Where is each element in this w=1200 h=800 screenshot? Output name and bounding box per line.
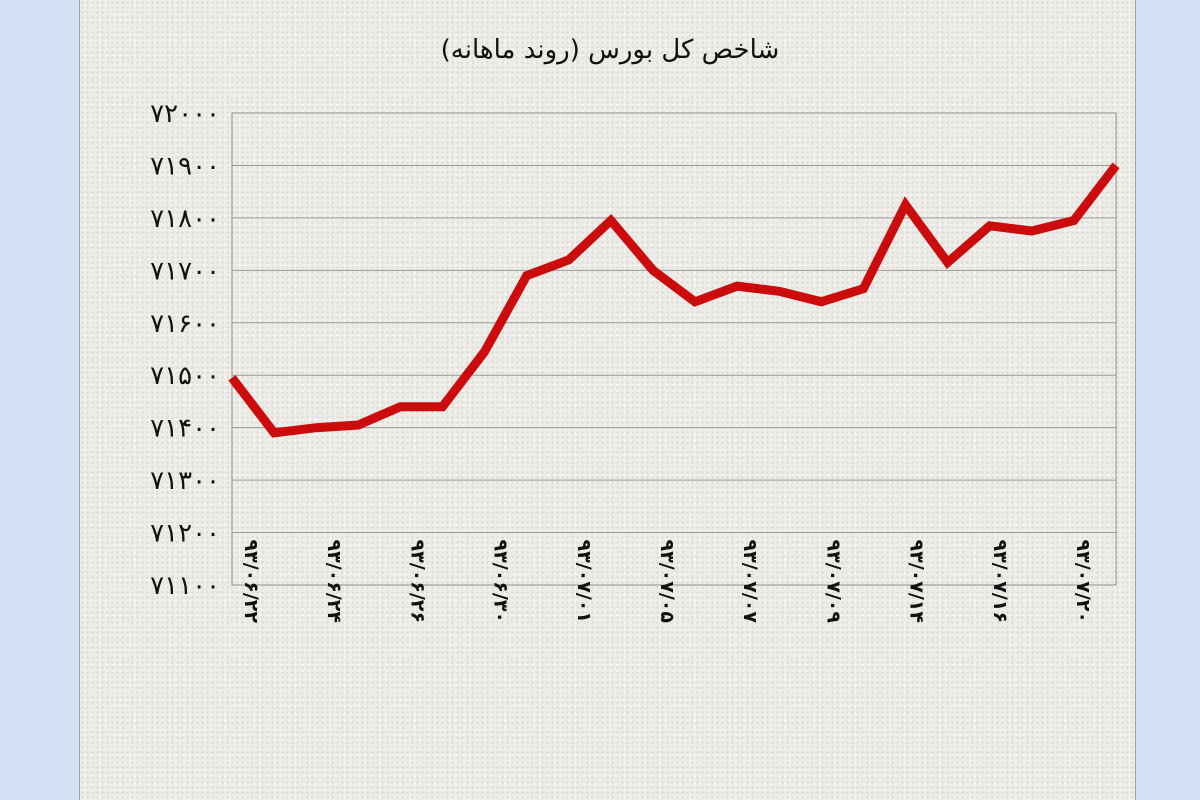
x-tick-label: ۹۳/۰۷/۱۴ — [906, 540, 928, 623]
y-tick-label: ۷۲۰۰۰ — [150, 99, 220, 129]
x-tick-label: ۹۳/۰۷/۰۱ — [573, 540, 595, 623]
x-tick-label: ۹۳/۰۶/۲۴ — [323, 540, 345, 623]
y-tick-label: ۷۱۶۰۰ — [150, 309, 220, 339]
y-tick-label: ۷۱۵۰۰ — [150, 361, 220, 391]
x-tick-label: ۹۳/۰۷/۰۵ — [656, 540, 678, 624]
x-tick-label: ۹۳/۰۶/۲۶ — [406, 540, 428, 623]
x-tick-label: ۹۳/۰۷/۱۶ — [989, 540, 1011, 623]
x-tick-label: ۹۳/۰۷/۰۷ — [739, 540, 761, 624]
x-axis-labels: ۹۳/۰۶/۲۲ ۹۳/۰۶/۲۴ ۹۳/۰۶/۲۶ ۹۳/۰۶/۳۰ ۹۳/۰۷/۰۱… — [240, 540, 1094, 624]
y-tick-label: ۷۱۱۰۰ — [150, 571, 220, 601]
y-tick-label: ۷۱۳۰۰ — [150, 466, 220, 496]
chart-background: شاخص کل بورس (روند ماهانه) ۷۲۰۰۰ ۷۱۹۰۰ ۷۱۸… — [79, 0, 1136, 800]
series-group — [228, 162, 1120, 438]
x-tick-label: ۹۳/۰۷/۲۰ — [1072, 540, 1094, 623]
line-chart: شاخص کل بورس (روند ماهانه) ۷۲۰۰۰ ۷۱۹۰۰ ۷۱۸… — [150, 35, 1120, 624]
y-tick-label: ۷۱۴۰۰ — [150, 414, 220, 444]
y-tick-label: ۷۱۲۰۰ — [150, 519, 220, 549]
x-tick-label: ۹۳/۰۷/۰۹ — [822, 540, 844, 624]
y-tick-label: ۷۱۷۰۰ — [150, 256, 220, 286]
y-tick-label: ۷۱۹۰۰ — [150, 151, 220, 181]
series-line — [228, 162, 1120, 438]
x-tick-label: ۹۳/۰۶/۳۰ — [490, 540, 512, 623]
plot-area-border — [231, 112, 1117, 586]
y-axis-labels: ۷۲۰۰۰ ۷۱۹۰۰ ۷۱۸۰۰ ۷۱۷۰۰ ۷۱۶۰۰ ۷۱۵۰۰ ۷۱۴۰۰ ۷۱۳۰۰… — [150, 99, 220, 601]
y-tick-label: ۷۱۸۰۰ — [150, 204, 220, 234]
x-tick-label: ۹۳/۰۶/۲۲ — [240, 540, 262, 624]
chart-title: شاخص کل بورس (روند ماهانه) — [441, 35, 780, 65]
gridlines — [231, 112, 1117, 586]
